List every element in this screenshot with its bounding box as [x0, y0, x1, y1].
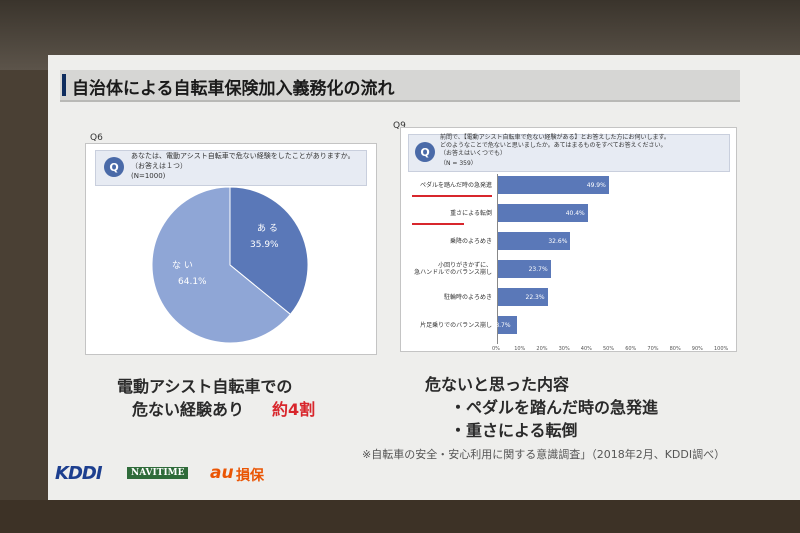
- q9-bar: [498, 288, 548, 306]
- q9-bar-value: 23.7%: [528, 266, 548, 273]
- q9-category-label-line: 小回りがきかずに、: [438, 262, 492, 269]
- q6-n: (N=1000): [131, 172, 166, 180]
- pie-label-nai: な い: [172, 261, 193, 271]
- pie-slice-nai: [151, 186, 292, 344]
- q9-tick-label: 40%: [580, 346, 592, 352]
- q9-bar-value: 8.7%: [495, 322, 511, 329]
- pie-value-aru: 35.9%: [250, 240, 279, 250]
- q9-category-label-line: ペダルを踏んだ時の急発進: [419, 181, 492, 189]
- q9-badge: Q: [415, 142, 435, 162]
- q9-category-label: 重さによる転倒: [397, 210, 492, 217]
- q6-badge: Q: [104, 157, 124, 177]
- q9-tick-label: 20%: [536, 346, 548, 352]
- slide-title-bar: [60, 70, 740, 102]
- pie-label-aru: あ る: [257, 224, 278, 234]
- right-caption-item1: ・ペダルを踏んだ時の急発進: [450, 398, 659, 417]
- q6-note: （お答えは１つ）: [131, 162, 187, 170]
- source-note: ※自転車の安全・安心利用に関する意識調査」（2018年2月、KDDI調べ）: [362, 448, 726, 461]
- q9-bar: [498, 316, 518, 334]
- q9-tick-label: 0%: [492, 346, 500, 352]
- q9-tick-label: 50%: [603, 346, 615, 352]
- q9-category-label-line: 駐輪時のよろめき: [443, 293, 492, 301]
- au-logo-text: 損保: [236, 468, 264, 484]
- q9-bar: [498, 260, 551, 278]
- q9-tick-label: 80%: [669, 346, 681, 352]
- q9-category-label-line: 乗降のよろめき: [449, 237, 492, 245]
- q9-category-label-line: 重さによる転倒: [450, 209, 492, 217]
- q6-question-box: [95, 150, 367, 186]
- q9-axis-line: [497, 174, 498, 344]
- right-caption-item2: ・重さによる転倒: [450, 421, 578, 440]
- q9-tick-label: 90%: [691, 346, 703, 352]
- q9-bar-value: 49.9%: [586, 182, 606, 189]
- q9-tick-label: 30%: [558, 346, 570, 352]
- q6-pie-chart: [151, 186, 309, 344]
- q6-question: あなたは、電動アシスト自転車で危ない経験をしたことがありますか。: [131, 152, 355, 160]
- right-caption-heading: 危ないと思った内容: [425, 375, 570, 394]
- left-caption-line1: 電動アシスト自転車での: [117, 377, 293, 396]
- navitime-logo: NAVITIME: [127, 467, 189, 479]
- q9-question-box: [408, 134, 730, 172]
- pie-slice-aru: [229, 186, 309, 316]
- q6-label: Q6: [90, 133, 103, 143]
- q9-highlight-underline: [412, 223, 464, 225]
- q9-category-label: ペダルを踏んだ時の急発進: [397, 182, 492, 189]
- q9-category-label: 乗降のよろめき: [397, 238, 492, 245]
- q9-n: （N = 359）: [440, 160, 477, 167]
- q9-note: （お答えはいくつでも）: [440, 150, 507, 157]
- q9-category-label-line: 急ハンドルでのバランス崩し: [414, 269, 492, 276]
- kddi-logo: KDDI: [55, 463, 103, 484]
- slide-title: 自治体による自転車保険加入義務化の流れ: [72, 79, 395, 99]
- pie-value-nai: 64.1%: [178, 277, 207, 287]
- q9-bar: [498, 232, 571, 250]
- q9-category-label-line: 片足乗りでのバランス崩し: [420, 321, 492, 329]
- q9-tick-label: 100%: [714, 346, 729, 352]
- room-floor: [0, 500, 800, 533]
- q9-highlight-underline: [412, 195, 492, 197]
- q9-bar: [498, 204, 588, 222]
- q9-bar-value: 22.3%: [525, 294, 545, 301]
- q9-category-label: 小回りがきかずに、 急ハンドルでのバランス崩し: [397, 262, 492, 276]
- q9-tick-label: 60%: [625, 346, 637, 352]
- q9-tick-label: 10%: [514, 346, 526, 352]
- q9-category-label: 駐輪時のよろめき: [397, 294, 492, 301]
- left-caption-line2: 危ない経験あり: [132, 400, 245, 419]
- left-caption-emphasis: 約4割: [272, 400, 316, 419]
- q9-label: Q9: [393, 121, 406, 131]
- q9-category-label: 片足乗りでのバランス崩し: [397, 322, 492, 329]
- au-logo-mark: au: [210, 463, 234, 483]
- q9-bar-value: 40.4%: [565, 210, 585, 217]
- q9-bar: [498, 176, 609, 194]
- q9-bar-value: 32.6%: [548, 238, 568, 245]
- q9-question-line2: どのようなことで危ないと思いましたか。あてはまるものをすべてお答えください。: [440, 142, 667, 149]
- title-accent: [62, 74, 66, 96]
- q9-tick-label: 70%: [647, 346, 659, 352]
- q9-question-line1: 前問で、【電動アシスト自転車で危ない経験がある】とお答えした方にお伺いします。: [440, 134, 670, 141]
